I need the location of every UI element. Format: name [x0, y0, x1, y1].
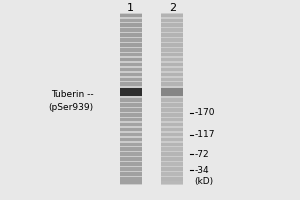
Bar: [161, 128, 183, 131]
Bar: [161, 73, 183, 76]
Bar: [161, 68, 183, 71]
Bar: [161, 98, 183, 102]
Text: Tuberin --: Tuberin --: [51, 90, 94, 99]
Bar: [119, 38, 142, 42]
Bar: [161, 48, 183, 52]
Bar: [161, 43, 183, 47]
Bar: [161, 53, 183, 56]
Bar: [161, 103, 183, 107]
Bar: [119, 157, 142, 161]
Bar: [161, 19, 183, 22]
Bar: [161, 143, 183, 146]
Bar: [119, 58, 142, 61]
Bar: [161, 13, 183, 185]
Bar: [119, 181, 142, 184]
Bar: [161, 88, 183, 96]
Bar: [119, 88, 142, 96]
Bar: [119, 128, 142, 131]
Bar: [119, 177, 142, 181]
Bar: [119, 78, 142, 81]
Bar: [119, 167, 142, 171]
Bar: [119, 118, 142, 121]
Bar: [161, 157, 183, 161]
Bar: [119, 152, 142, 156]
Bar: [119, 48, 142, 52]
Bar: [119, 108, 142, 112]
Bar: [119, 28, 142, 32]
Bar: [119, 123, 142, 126]
Bar: [119, 13, 142, 185]
Bar: [119, 138, 142, 141]
Bar: [161, 33, 183, 37]
Text: (pSer939): (pSer939): [48, 103, 94, 112]
Text: 1: 1: [127, 3, 134, 13]
Text: -34: -34: [195, 166, 209, 175]
Bar: [161, 162, 183, 166]
Bar: [119, 143, 142, 146]
Bar: [161, 108, 183, 112]
Text: -170: -170: [195, 108, 215, 117]
Bar: [119, 43, 142, 47]
Bar: [119, 172, 142, 176]
Bar: [119, 82, 142, 86]
Bar: [161, 167, 183, 171]
Bar: [161, 38, 183, 42]
Bar: [161, 28, 183, 32]
Bar: [119, 147, 142, 151]
Bar: [119, 162, 142, 166]
Bar: [119, 53, 142, 56]
Bar: [119, 68, 142, 71]
Bar: [161, 133, 183, 136]
Bar: [119, 98, 142, 102]
Bar: [161, 147, 183, 151]
Bar: [161, 78, 183, 81]
Text: -117: -117: [195, 130, 215, 139]
Bar: [161, 118, 183, 121]
Bar: [161, 181, 183, 184]
Bar: [161, 138, 183, 141]
Bar: [161, 58, 183, 61]
Bar: [119, 133, 142, 136]
Bar: [119, 73, 142, 76]
Bar: [119, 63, 142, 66]
Bar: [119, 19, 142, 22]
Bar: [119, 23, 142, 27]
Bar: [119, 14, 142, 17]
Bar: [161, 23, 183, 27]
Bar: [161, 172, 183, 176]
Text: 2: 2: [169, 3, 176, 13]
Bar: [161, 82, 183, 86]
Bar: [119, 113, 142, 117]
Bar: [161, 152, 183, 156]
Bar: [119, 103, 142, 107]
Bar: [161, 123, 183, 126]
Bar: [161, 177, 183, 181]
Bar: [119, 33, 142, 37]
Bar: [161, 63, 183, 66]
Bar: [161, 14, 183, 17]
Text: -72: -72: [195, 150, 209, 159]
Bar: [161, 113, 183, 117]
Text: (kD): (kD): [195, 177, 214, 186]
